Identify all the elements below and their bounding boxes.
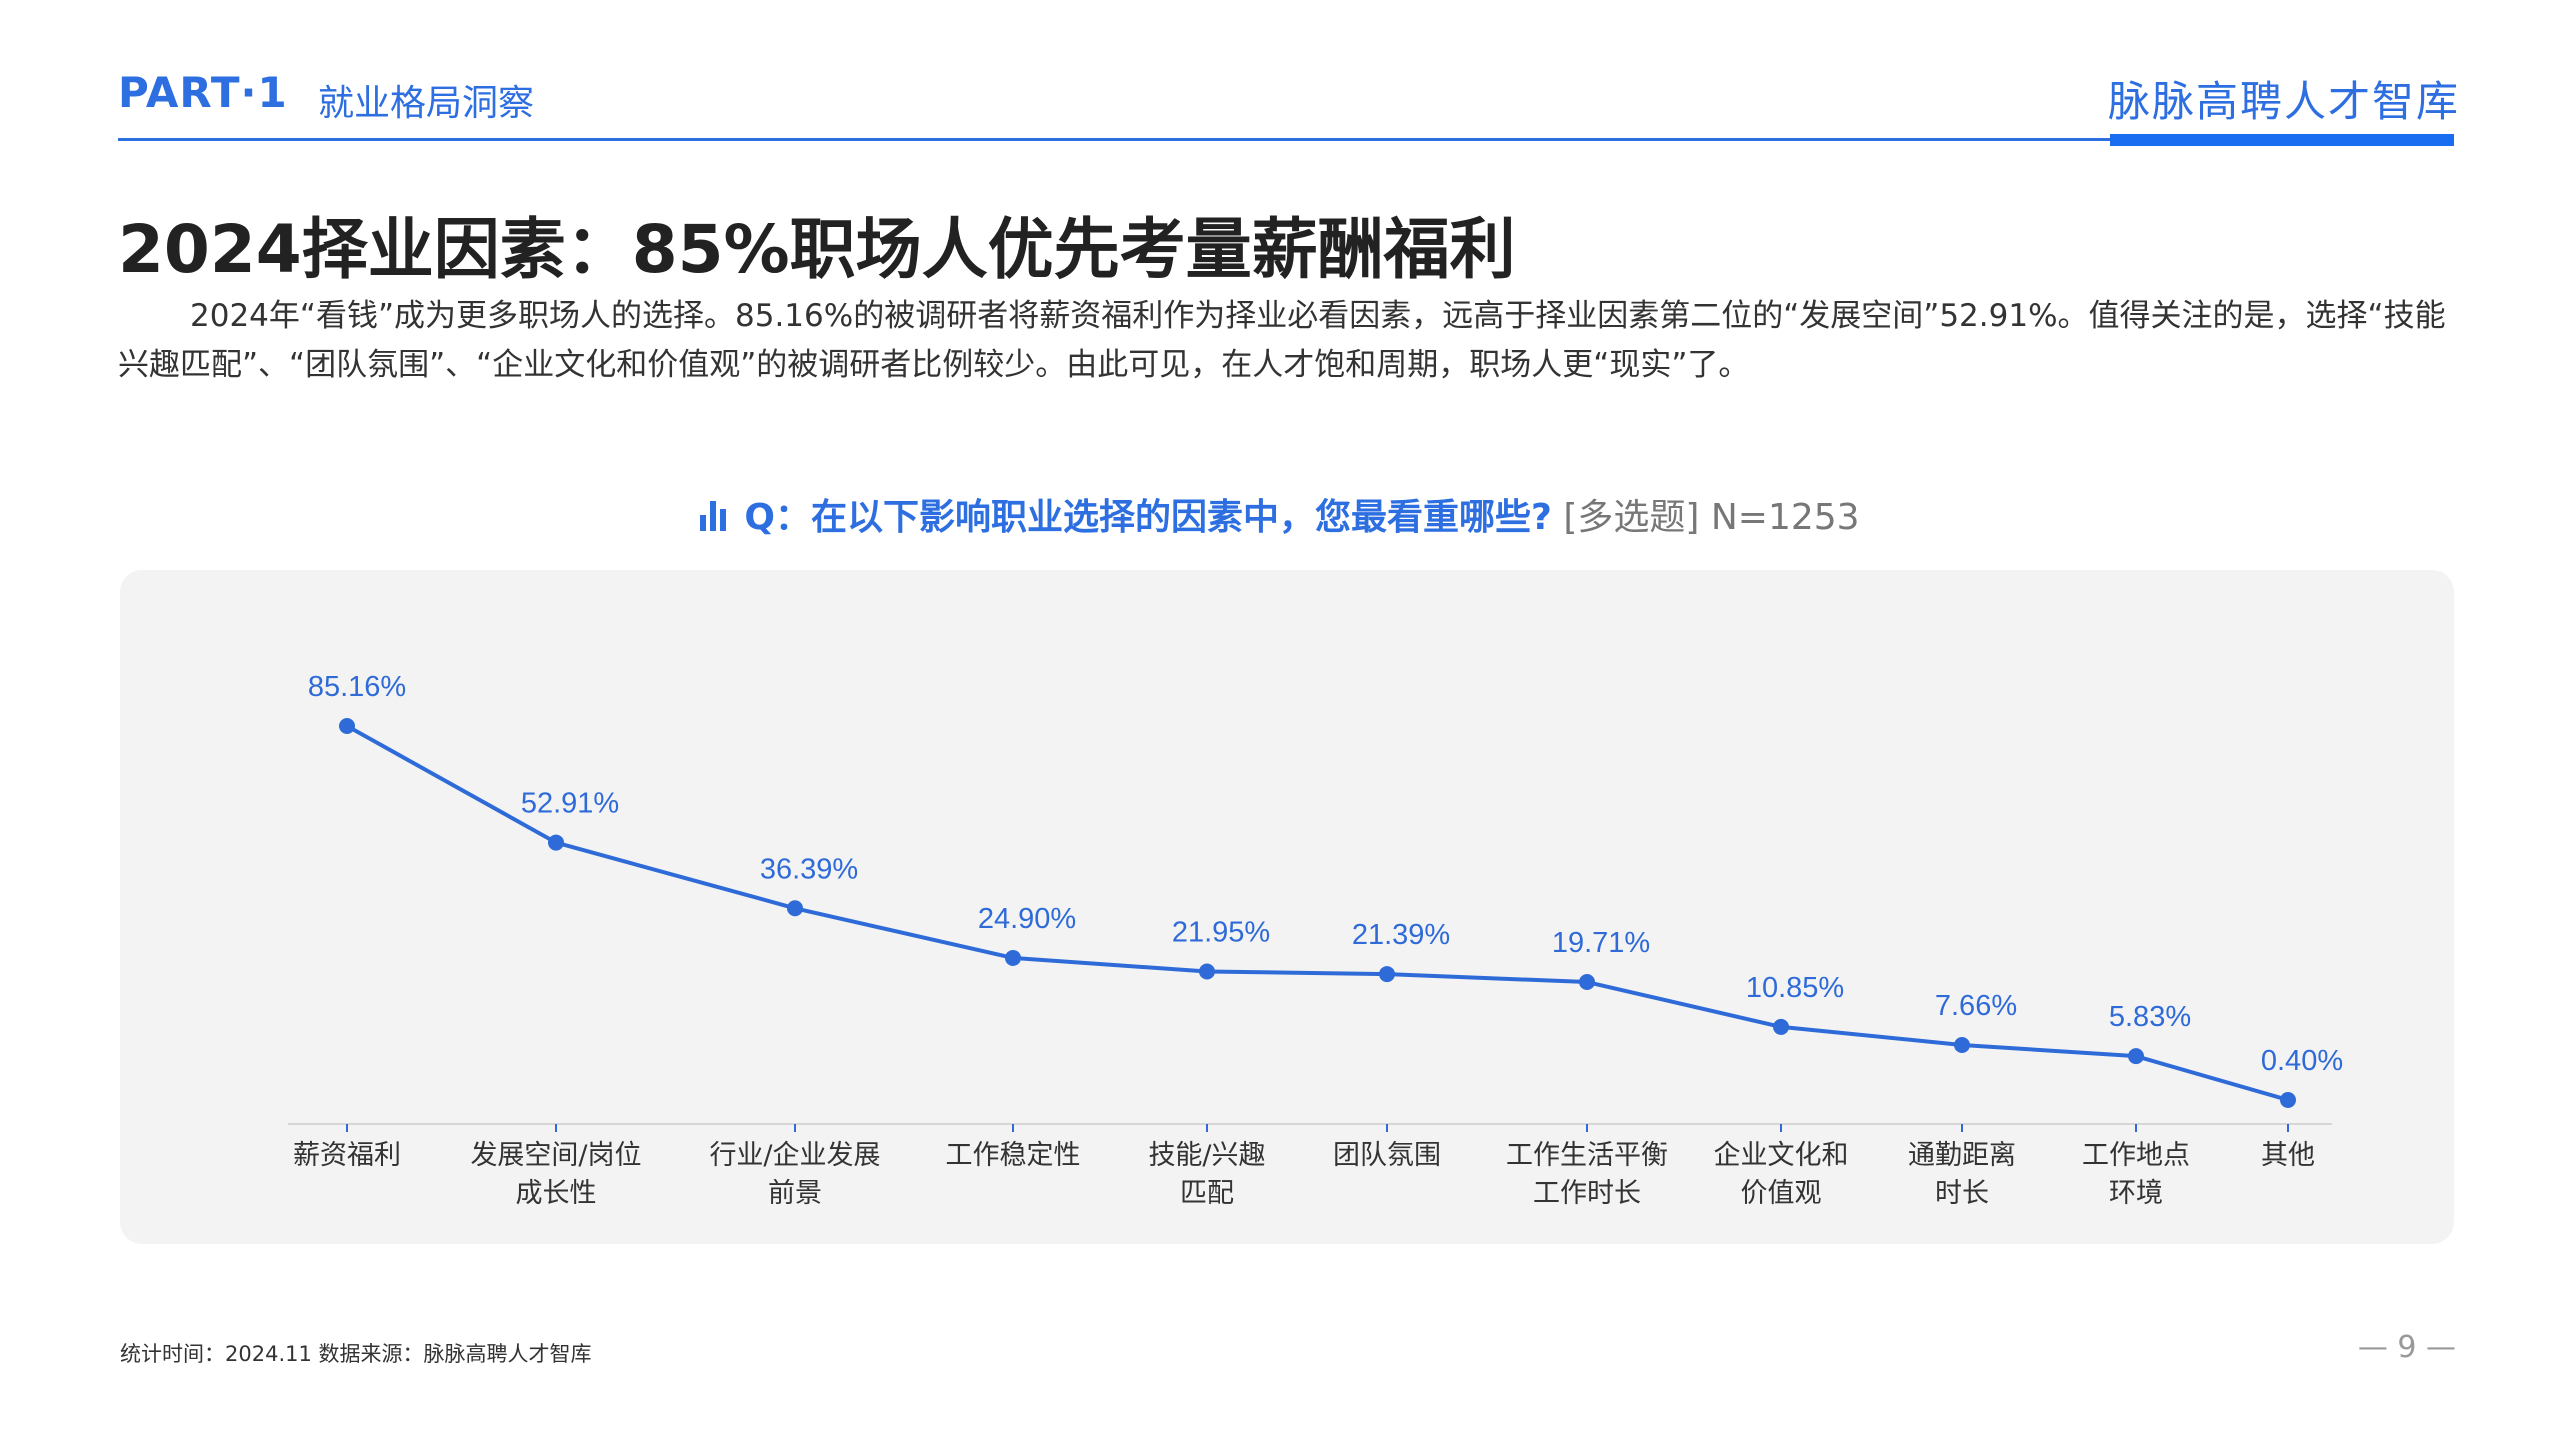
data-label: 36.39% (760, 853, 858, 885)
series-line (346, 724, 2289, 1102)
data-point (1954, 1036, 1970, 1053)
data-label: 85.16% (308, 671, 406, 703)
x-tick-label: 团队氛围 (1333, 1140, 1441, 1171)
data-point (548, 834, 564, 851)
header-accent-bar (2110, 134, 2454, 146)
data-label: 19.71% (1552, 927, 1650, 959)
data-point (787, 900, 803, 917)
data-point (1773, 1018, 1789, 1035)
header-divider (118, 138, 2454, 141)
section-label: 就业格局洞察 (318, 83, 535, 124)
summary-paragraph: 2024年“看钱”成为更多职场人的选择。85.16%的被调研者将薪资福利作为择业… (118, 298, 2446, 383)
data-label: 7.66% (1935, 990, 2017, 1022)
x-tick-label: 时长 (1935, 1178, 1989, 1209)
x-tick-label: 成长性 (516, 1178, 597, 1209)
footer-source: 统计时间：2024.11 数据来源：脉脉高聘人才智库 (120, 1342, 592, 1366)
data-label: 5.83% (2109, 1001, 2191, 1033)
data-label: 0.40% (2261, 1045, 2343, 1077)
x-tick-label: 工作生活平衡 (1506, 1140, 1668, 1171)
x-tick-label: 工作时长 (1533, 1178, 1641, 1209)
data-point (1579, 974, 1595, 991)
data-point (1199, 963, 1215, 980)
x-tick-label: 匹配 (1180, 1178, 1234, 1209)
data-point (2280, 1092, 2296, 1108)
data-label: 21.95% (1172, 916, 1270, 948)
x-tick-label: 企业文化和 (1714, 1140, 1849, 1171)
x-tick-label: 薪资福利 (293, 1140, 401, 1171)
data-point (339, 718, 355, 734)
x-tick-label: 发展空间/岗位 (470, 1140, 641, 1171)
x-tick-label: 通勤距离 (1908, 1140, 2016, 1171)
x-tick-label: 技能/兴趣 (1148, 1140, 1265, 1171)
chart-panel: 85.16% 薪资福利 52.91% 发展空间/岗位 成长性 36.39% 行业/企业发展前… (120, 570, 2454, 1244)
data-point (1379, 966, 1395, 983)
part-label: PART·1 (118, 68, 288, 117)
x-tick-label: 价值观 (1741, 1178, 1822, 1209)
data-point (2128, 1048, 2144, 1065)
question-note: [多选题] N=1253 (1563, 497, 1860, 538)
data-label: 21.39% (1352, 919, 1450, 951)
x-tick-label: 工作稳定性 (946, 1140, 1081, 1171)
x-tick-label: 工作地点 (2082, 1140, 2190, 1171)
x-tick-label: 前景 (768, 1178, 822, 1209)
page-number: — 9 — (2357, 1330, 2456, 1365)
x-tick-label: 其他 (2261, 1140, 2315, 1171)
data-label: 10.85% (1746, 972, 1844, 1004)
survey-question: Q：在以下影响职业选择的因素中，您最看重哪些? [多选题] N=1253 (0, 488, 2560, 540)
data-point (1005, 949, 1021, 966)
question-text: Q：在以下影响职业选择的因素中，您最看重哪些? (744, 497, 1552, 538)
data-label: 24.90% (978, 903, 1076, 935)
x-tick-label: 环境 (2109, 1178, 2163, 1209)
data-label: 52.91% (521, 788, 619, 820)
x-tick-label: 行业/企业发展 (709, 1140, 880, 1171)
page-title: 2024择业因素：85%职场人优先考量薪酬福利 (118, 211, 1516, 288)
brand-logo-text: 脉脉高聘人才智库 (2107, 77, 2460, 126)
bar-chart-icon (700, 501, 730, 531)
